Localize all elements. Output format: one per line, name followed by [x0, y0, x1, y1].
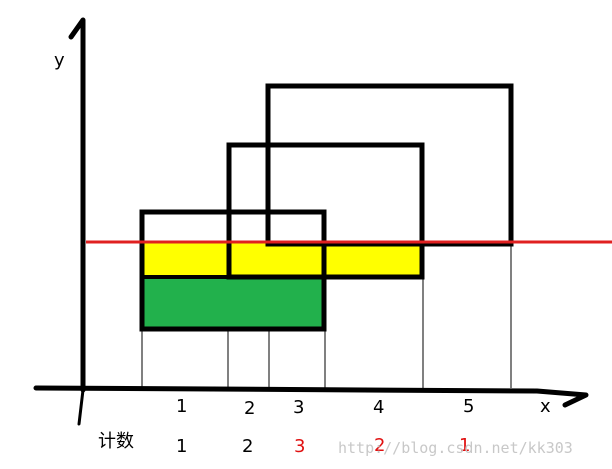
y-axis — [68, 17, 86, 393]
y-axis-tail — [77, 388, 85, 426]
interval-label-2: 2 — [244, 398, 255, 419]
watermark: http://blog.csdn.net/kk303 — [338, 439, 573, 457]
interval-label-1: 1 — [176, 396, 187, 417]
count-row-label: 计数 — [98, 431, 134, 452]
x-axis-label: x — [540, 396, 551, 417]
rectangle-small — [139, 209, 327, 332]
count-value-2: 2 — [242, 436, 253, 457]
rectangle-large — [265, 83, 514, 247]
interval-label-5: 5 — [463, 396, 474, 417]
count-value-3: 3 — [294, 436, 305, 457]
count-value-1: 1 — [176, 436, 187, 457]
y-axis-label: y — [54, 50, 65, 71]
count-value-5: 1 — [459, 435, 470, 456]
projection-lines — [141, 243, 512, 388]
green-area — [142, 277, 325, 330]
interval-label-4: 4 — [373, 397, 384, 418]
count-value-4: 2 — [374, 435, 385, 456]
yellow-area — [142, 243, 423, 277]
x-axis — [33, 385, 589, 408]
interval-label-3: 3 — [293, 397, 304, 418]
